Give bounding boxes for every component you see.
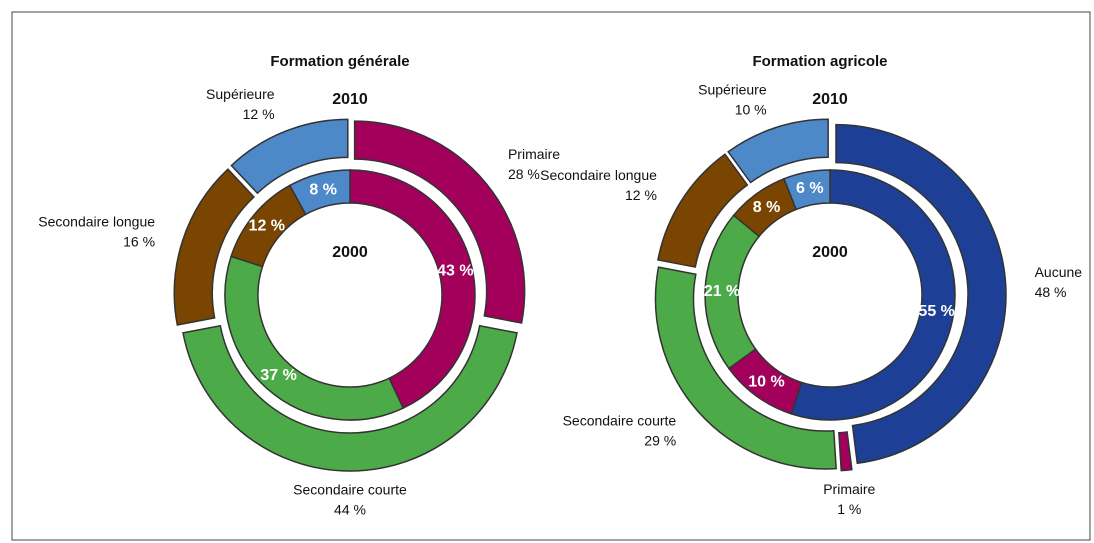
segment-label: 28 % xyxy=(508,166,540,182)
chart-title: Formation agricole xyxy=(752,53,887,70)
segment xyxy=(173,168,255,326)
segment-name: Aucune xyxy=(1035,264,1083,280)
segment-label: 16 % xyxy=(123,233,155,249)
segment xyxy=(353,120,526,324)
segment-label: 8 % xyxy=(309,182,337,199)
segment xyxy=(783,169,831,211)
segment-label: 43 % xyxy=(437,263,473,280)
segment-label: 37 % xyxy=(260,367,296,384)
segment xyxy=(349,169,476,410)
segment xyxy=(727,118,829,184)
segment-name: Secondaire courte xyxy=(563,412,677,428)
segment-label: 12 % xyxy=(243,106,275,122)
segment-name: Secondaire longue xyxy=(540,167,657,183)
chart-title: Formation générale xyxy=(270,53,409,70)
segment xyxy=(654,266,837,470)
segment-label: 10 % xyxy=(735,102,767,118)
segment-name: Secondaire longue xyxy=(38,213,155,229)
segment-label: 10 % xyxy=(748,374,784,391)
segment-label: 12 % xyxy=(625,187,657,203)
segment xyxy=(182,324,518,472)
segment xyxy=(230,118,349,195)
segment-label: 29 % xyxy=(644,432,676,448)
segment-label: 48 % xyxy=(1035,284,1067,300)
segment-label: 8 % xyxy=(753,199,781,216)
segment-name: Primaire xyxy=(823,481,875,497)
segment-label: 12 % xyxy=(249,217,285,234)
segment-name: Supérieure xyxy=(206,86,275,102)
segment xyxy=(790,169,956,421)
segment-label: 6 % xyxy=(796,180,824,197)
segment-name: Secondaire courte xyxy=(293,482,407,498)
segment-label: 55 % xyxy=(918,303,954,320)
segment xyxy=(835,123,1007,465)
ring-name: 2010 xyxy=(332,91,368,108)
segment xyxy=(288,169,351,216)
segment-label: 21 % xyxy=(704,283,740,300)
segment xyxy=(838,431,853,472)
segment-label: 44 % xyxy=(334,502,366,518)
segment xyxy=(657,153,749,268)
ring-name: 2000 xyxy=(332,244,368,261)
segment-label: 1 % xyxy=(837,501,861,517)
frame xyxy=(11,11,1091,541)
segment-name: Primaire xyxy=(508,146,560,162)
ring-name: 2010 xyxy=(812,91,848,108)
segment xyxy=(224,255,405,421)
ring-name: 2000 xyxy=(812,244,848,261)
segment-name: Supérieure xyxy=(698,82,767,98)
